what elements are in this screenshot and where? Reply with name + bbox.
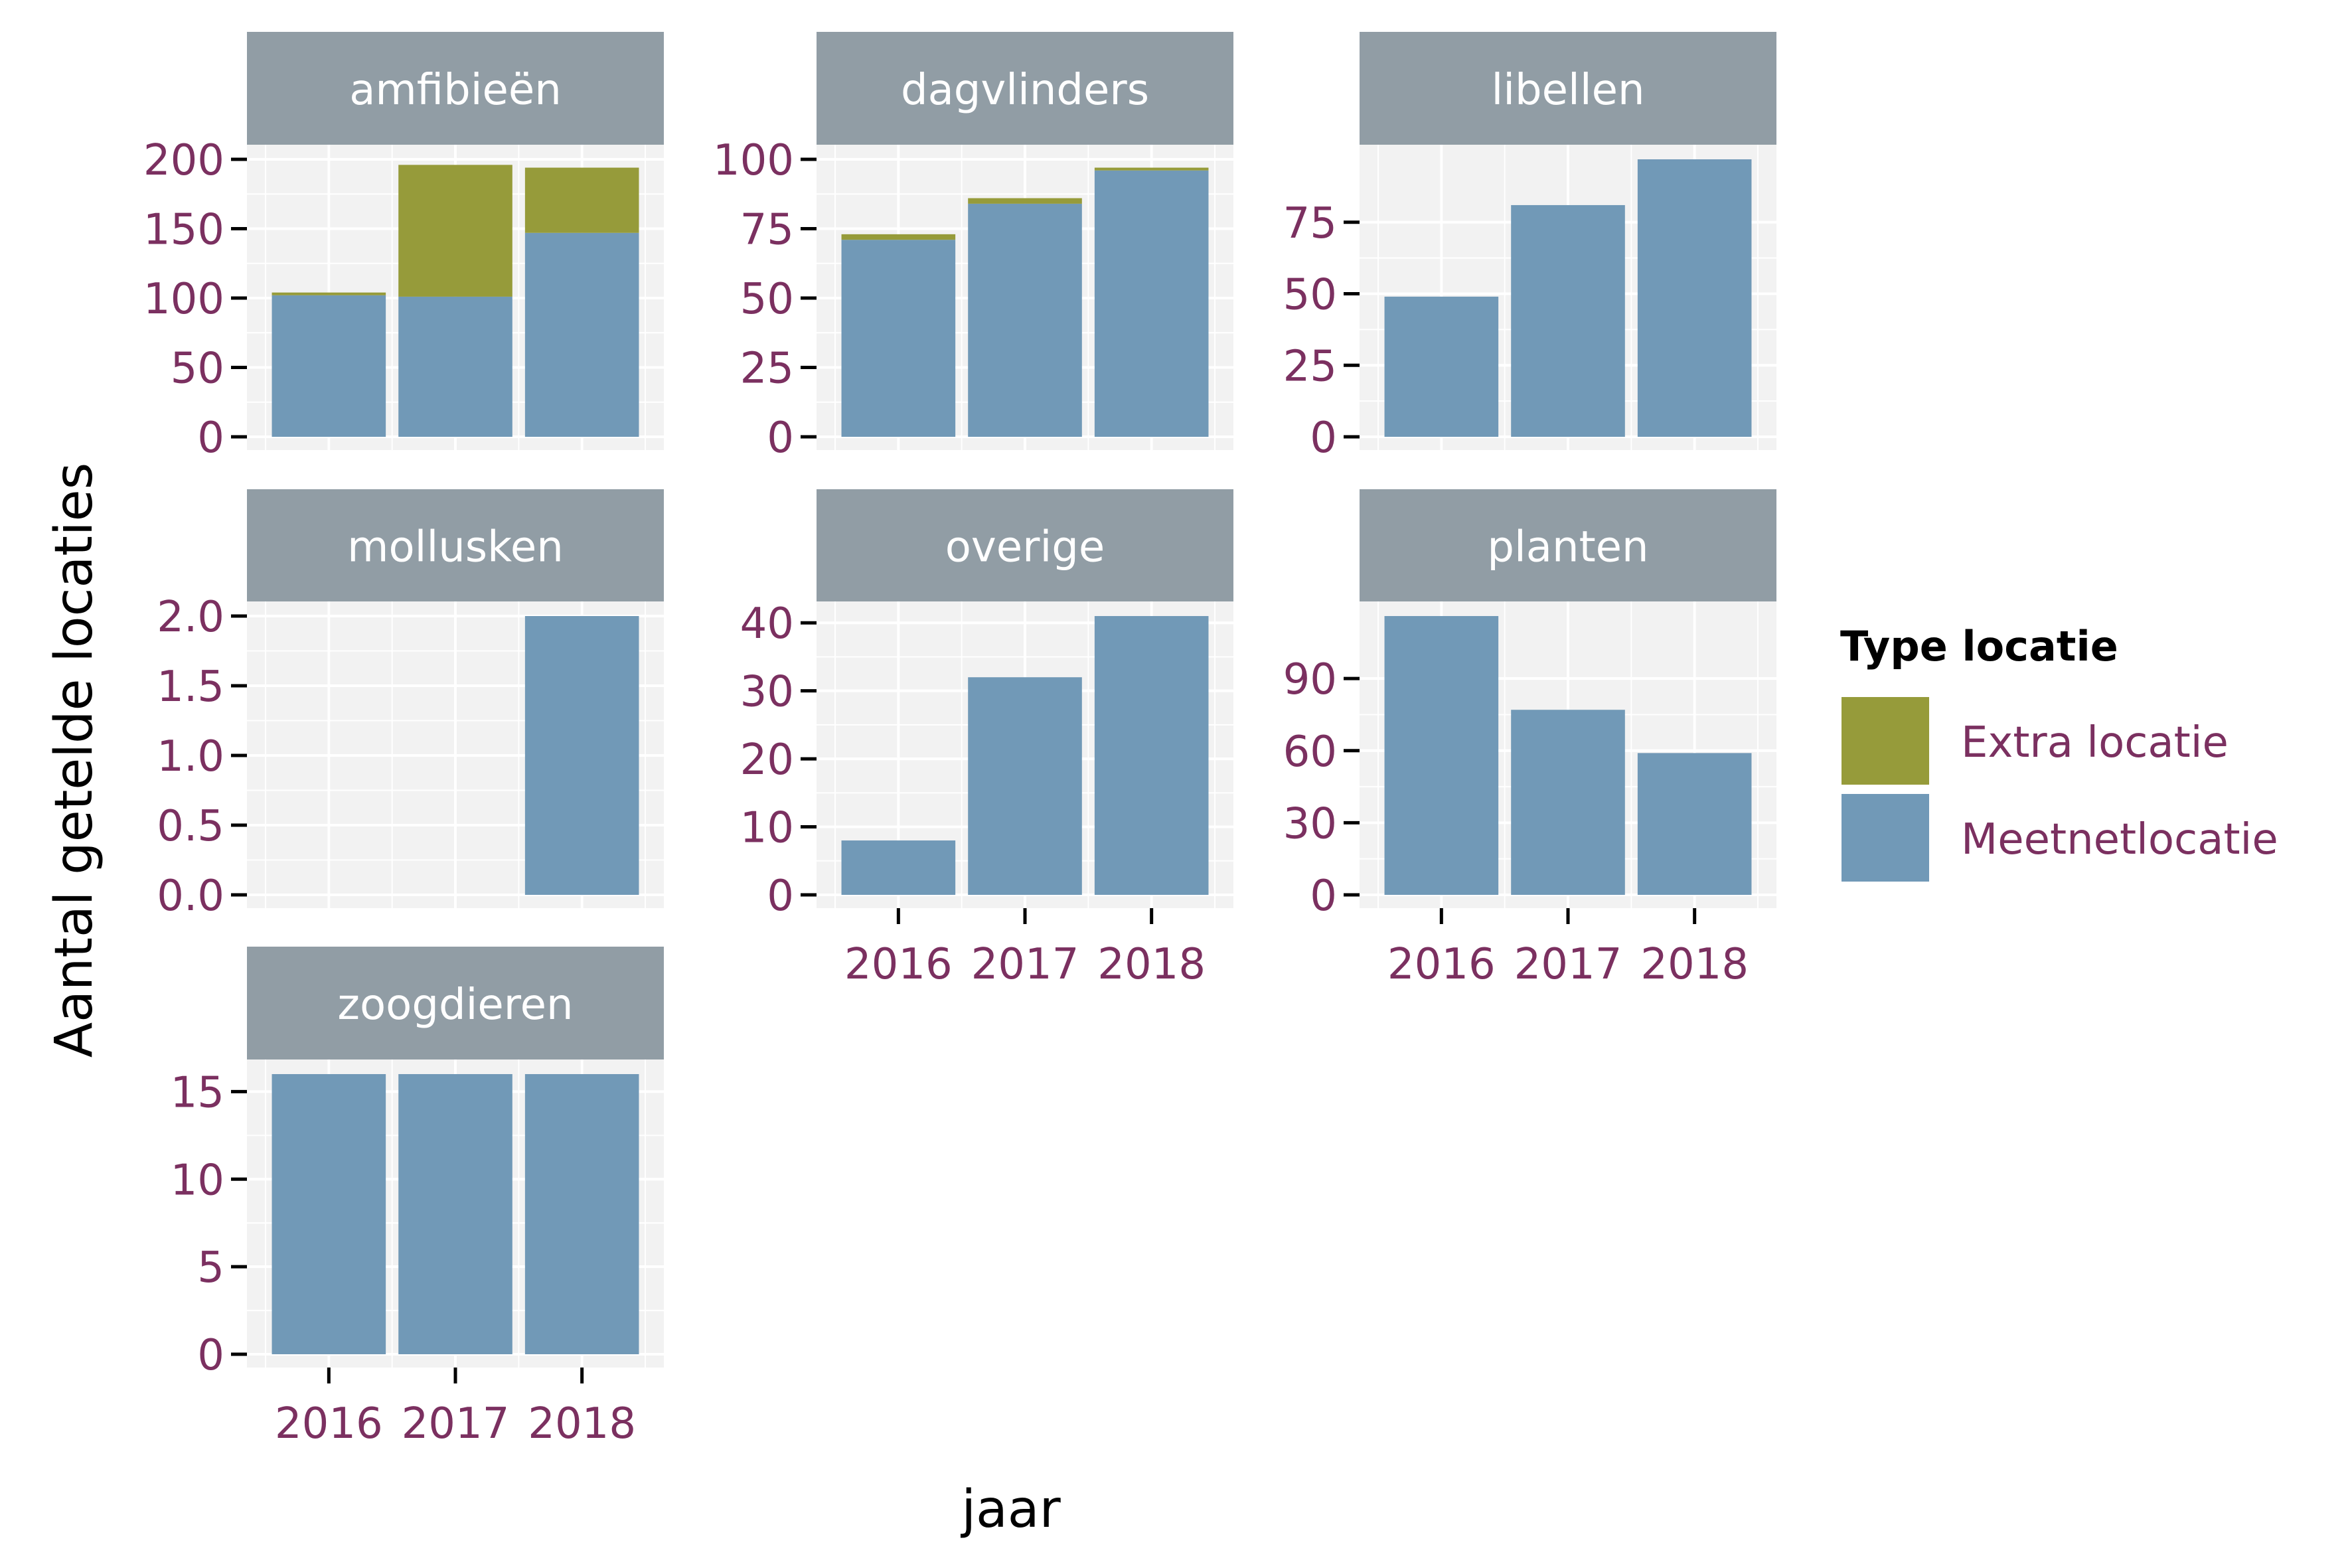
facet-4: mollusken 0.0 0.5 1.0 1.5 2.0 <box>157 489 664 921</box>
bar-meetnetlocatie-2016 <box>841 240 956 437</box>
facet-strip-label: planten <box>1487 523 1648 572</box>
facet-5: overige 0 10 20 30 40 2016 2017 2018 <box>740 489 1233 989</box>
legend-title: Type locatie <box>1840 622 2118 670</box>
y-tick-label: 50 <box>1283 271 1337 320</box>
y-tick-label: 50 <box>171 345 224 394</box>
y-tick-label: 10 <box>740 804 794 853</box>
y-tick-label: 5 <box>197 1243 224 1293</box>
bar-meetnetlocatie-2018 <box>524 232 639 437</box>
facet-strip-label: zoogdieren <box>337 980 573 1030</box>
facet-6: planten 0 30 60 90 2016 2017 2018 <box>1283 489 1776 989</box>
legend-key-extra <box>1839 694 1932 787</box>
facet-2: dagvlinders 0 25 50 75 100 <box>713 32 1233 463</box>
facet-strip <box>817 489 1233 601</box>
facet-strip-label: overige <box>945 523 1105 572</box>
facet-strip <box>817 32 1233 145</box>
facet-strip <box>1360 489 1776 601</box>
x-tick-label: 2018 <box>1097 940 1206 989</box>
x-tick-label: 2016 <box>275 1399 383 1449</box>
x-tick-label: 2016 <box>844 940 953 989</box>
bar-meetnetlocatie-2016 <box>1384 616 1499 895</box>
y-tick-label: 20 <box>740 736 794 785</box>
y-tick-label: 0.5 <box>157 802 224 851</box>
bar-meetnetlocatie-2018 <box>1637 159 1752 437</box>
y-tick-label: 1.0 <box>157 732 224 781</box>
y-tick-label: 0 <box>1310 872 1337 921</box>
bar-meetnetlocatie-2018 <box>1094 170 1209 437</box>
y-tick-label: 0 <box>197 414 224 463</box>
y-tick-label: 75 <box>740 206 794 255</box>
y-tick-label: 30 <box>1283 799 1337 848</box>
facet-strip <box>247 32 664 145</box>
x-tick-label: 2017 <box>402 1399 510 1449</box>
y-tick-label: 100 <box>713 136 794 185</box>
y-tick-label: 10 <box>171 1156 224 1205</box>
bar-meetnetlocatie-2016 <box>272 1074 386 1354</box>
y-tick-label: 90 <box>1283 655 1337 704</box>
legend: Type locatie Extra locatie Meetnetlocatie <box>1839 622 2278 884</box>
y-tick-label: 0 <box>767 414 794 463</box>
bar-extra-locatie-2016 <box>272 292 386 295</box>
bar-meetnetlocatie-2017 <box>968 203 1082 437</box>
bar-meetnetlocatie-2017 <box>1511 204 1625 437</box>
y-tick-label: 30 <box>740 668 794 717</box>
y-tick-label: 0 <box>197 1331 224 1380</box>
y-tick-label: 0 <box>1310 414 1337 463</box>
x-tick-label: 2018 <box>1640 940 1749 989</box>
bar-meetnetlocatie-2018 <box>524 1074 639 1354</box>
y-tick-label: 150 <box>143 206 224 255</box>
bar-meetnetlocatie-2016 <box>841 840 956 895</box>
facet-7: zoogdieren 0 5 10 15 2016 2017 2018 <box>171 947 664 1449</box>
facet-panels: amfibieën050100150200dagvlinders02550751… <box>143 32 1776 1449</box>
bar-meetnetlocatie-2017 <box>968 677 1082 895</box>
x-tick-label: 2017 <box>971 940 1079 989</box>
y-tick-label: 60 <box>1283 728 1337 777</box>
legend-label-extra: Extra locatie <box>1961 718 2229 767</box>
x-tick-label: 2016 <box>1387 940 1496 989</box>
legend-label-meetnet: Meetnetlocatie <box>1961 815 2278 864</box>
facet-strip <box>247 947 664 1059</box>
y-tick-label: 100 <box>143 275 224 324</box>
bar-extra-locatie-2018 <box>524 167 639 233</box>
x-tick-label: 2018 <box>528 1399 636 1449</box>
y-axis-title: Aantal getelde locaties <box>44 463 104 1058</box>
y-tick-label: 0.0 <box>157 872 224 921</box>
y-tick-label: 15 <box>171 1068 224 1117</box>
bar-meetnetlocatie-2016 <box>1384 296 1499 437</box>
facet-strip <box>247 489 664 601</box>
facet-strip-label: dagvlinders <box>901 66 1149 115</box>
bar-extra-locatie-2017 <box>968 198 1082 204</box>
y-tick-label: 1.5 <box>157 663 224 712</box>
facet-1: amfibieën 0 50 100 150 200 <box>143 32 664 463</box>
facet-3: libellen 0 25 50 75 <box>1283 32 1776 463</box>
bar-extra-locatie-2017 <box>398 165 512 297</box>
bar-extra-locatie-2018 <box>1094 167 1209 171</box>
legend-key-meetnet <box>1839 791 1932 884</box>
bar-meetnetlocatie-2018 <box>1094 616 1209 895</box>
bar-extra-locatie-2016 <box>841 234 956 240</box>
y-tick-label: 200 <box>143 136 224 185</box>
x-axis-title: jaar <box>960 1480 1061 1539</box>
facet-strip <box>1360 32 1776 145</box>
bar-meetnetlocatie-2017 <box>398 296 512 437</box>
bar-meetnetlocatie-2016 <box>272 295 386 437</box>
facet-strip-label: amfibieën <box>349 66 562 115</box>
facet-strip-label: libellen <box>1491 66 1644 115</box>
y-tick-label: 0 <box>767 872 794 921</box>
bar-meetnetlocatie-2018 <box>1637 753 1752 895</box>
y-tick-label: 25 <box>740 345 794 394</box>
bar-meetnetlocatie-2018 <box>524 616 639 895</box>
bar-meetnetlocatie-2017 <box>398 1074 512 1354</box>
y-tick-label: 40 <box>740 599 794 649</box>
y-tick-label: 50 <box>740 275 794 324</box>
facet-strip-label: mollusken <box>347 523 564 572</box>
bar-meetnetlocatie-2017 <box>1511 710 1625 895</box>
x-tick-label: 2017 <box>1514 940 1622 989</box>
y-tick-label: 2.0 <box>157 593 224 642</box>
y-tick-label: 75 <box>1283 199 1337 248</box>
y-tick-label: 25 <box>1283 342 1337 391</box>
